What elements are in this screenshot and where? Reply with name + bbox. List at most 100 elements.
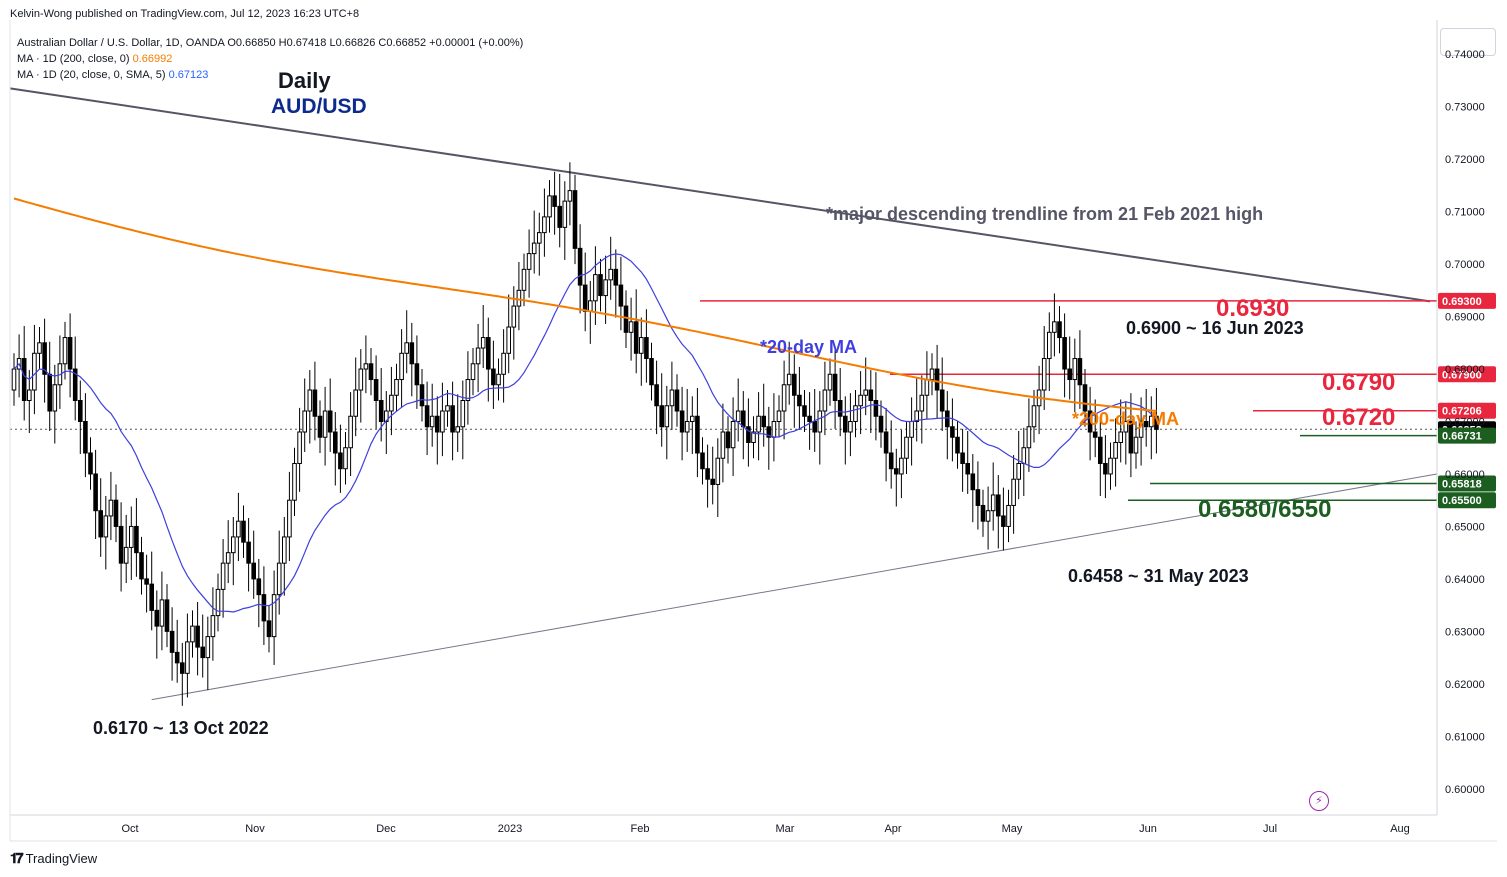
candle-body	[409, 342, 415, 365]
candle-body	[404, 342, 409, 354]
candle-body	[690, 415, 695, 422]
candle-body	[1087, 410, 1093, 433]
candle-body	[1128, 421, 1134, 454]
annotations-layer: *major descending trendline from 21 Feb …	[93, 204, 1395, 738]
candle-body	[883, 431, 889, 454]
candle-body	[123, 546, 129, 564]
price-tick-label: 0.67000	[1445, 417, 1485, 429]
candle-body	[429, 415, 435, 428]
price-tag-resistance	[1438, 366, 1496, 383]
ascending-trendline	[151, 473, 1438, 701]
legend-ma20-row[interactable]: MA · 1D (20, close, 0, SMA, 5) 0.67123	[17, 67, 523, 83]
candle-body	[1098, 436, 1103, 464]
candle-body	[195, 625, 200, 648]
trendline-note: *major descending trendline from 21 Feb …	[826, 204, 1263, 224]
axes-layer: 0.74000 0.73000 0.72000 0.71000 0.70000 0.690…	[9, 20, 1497, 842]
price-tag-resistance	[1438, 292, 1496, 309]
candle-body	[899, 457, 904, 475]
candle-body	[37, 342, 42, 354]
candle-body	[654, 384, 659, 407]
ma20-label: MA · 1D (20, close, 0, SMA, 5)	[17, 69, 166, 81]
candle-body	[945, 410, 950, 428]
price-tick-label: 0.61000	[1445, 731, 1485, 743]
candle-body	[950, 426, 955, 438]
candle-body	[358, 368, 364, 391]
candle-body	[1062, 337, 1067, 370]
price-tick-label: 0.69000	[1445, 312, 1485, 324]
candle-body	[450, 405, 455, 433]
ohlc-values: O0.66850 H0.67418 L0.66826 C0.66852 +0.0…	[227, 37, 524, 49]
candle-body	[83, 421, 88, 454]
symbol-name: Australian Dollar / U.S. Dollar, 1D, OAN…	[17, 37, 225, 49]
candle-body	[1006, 504, 1011, 527]
price-tick-label: 0.62000	[1445, 679, 1485, 691]
time-tick-label: Jul	[1263, 823, 1277, 835]
candle-body	[236, 520, 241, 538]
candle-body	[129, 525, 134, 548]
levels-layer: 0.693000.679000.672060.668520.667310.658…	[10, 292, 1496, 509]
scale-toggle-button[interactable]	[1440, 28, 1496, 56]
candle-body	[399, 352, 404, 381]
candle-body	[373, 379, 379, 402]
r2-label: 0.6790	[1322, 369, 1395, 396]
candle-body	[424, 405, 430, 428]
candle-body	[1052, 321, 1057, 333]
candle-body	[363, 363, 369, 370]
chart-pair-title: AUD/USD	[271, 95, 367, 118]
candle-body	[557, 205, 563, 228]
candle-body	[843, 415, 848, 433]
r1-label: 0.6930	[1216, 295, 1289, 322]
candle-body	[639, 337, 644, 354]
candle-body	[52, 384, 58, 412]
candle-body	[878, 415, 884, 433]
candle-body	[1113, 441, 1118, 459]
candle-body	[985, 510, 991, 522]
legend-symbol-row[interactable]: Australian Dollar / U.S. Dollar, 1D, OAN…	[17, 35, 523, 51]
candle-body	[542, 216, 547, 234]
candle-body	[567, 190, 573, 202]
price-tag-support	[1438, 475, 1496, 492]
candle-body	[317, 415, 323, 438]
candle-body	[919, 394, 925, 412]
candle-body	[562, 200, 568, 228]
candle-body	[21, 358, 27, 402]
ma200-value: 0.66992	[132, 53, 173, 65]
candle-body	[1031, 405, 1037, 428]
candle-body	[725, 431, 731, 449]
candle-body	[246, 541, 251, 564]
candle-body	[231, 536, 236, 554]
candle-body	[771, 421, 777, 438]
candle-body	[302, 410, 307, 433]
low-oct-note: 0.6170 ~ 13 Oct 2022	[93, 718, 269, 738]
lightning-icon[interactable]: ⚡	[1309, 791, 1329, 811]
candle-body	[159, 599, 165, 627]
price-tag-support	[1438, 492, 1496, 509]
candle-body	[1067, 368, 1073, 381]
candle-body	[756, 415, 761, 433]
candle-body	[980, 504, 986, 522]
footer-brand[interactable]: 𝟏𝟕 TradingView	[10, 850, 97, 867]
candle-body	[210, 615, 216, 638]
candle-body	[914, 410, 920, 422]
candle-body	[955, 436, 960, 454]
candle-body	[11, 368, 17, 391]
candle-body	[164, 599, 170, 632]
candle-body	[837, 400, 843, 417]
candle-body	[1072, 358, 1078, 381]
candle-body	[700, 452, 705, 470]
candle-body	[730, 421, 736, 449]
time-tick-label: Oct	[121, 823, 138, 835]
candle-body	[1118, 431, 1124, 443]
candle-body	[445, 405, 450, 412]
time-tick-label: Jun	[1139, 823, 1157, 835]
candle-body	[108, 499, 114, 517]
candle-body	[990, 494, 996, 512]
candle-body	[139, 552, 144, 580]
candle-body	[1138, 421, 1144, 438]
candle-body	[440, 410, 445, 433]
r3-label: 0.6720	[1322, 404, 1395, 431]
legend-ma200-row[interactable]: MA · 1D (200, close, 0) 0.66992	[17, 51, 523, 67]
candle-body	[547, 195, 552, 218]
candle-body	[475, 347, 481, 365]
